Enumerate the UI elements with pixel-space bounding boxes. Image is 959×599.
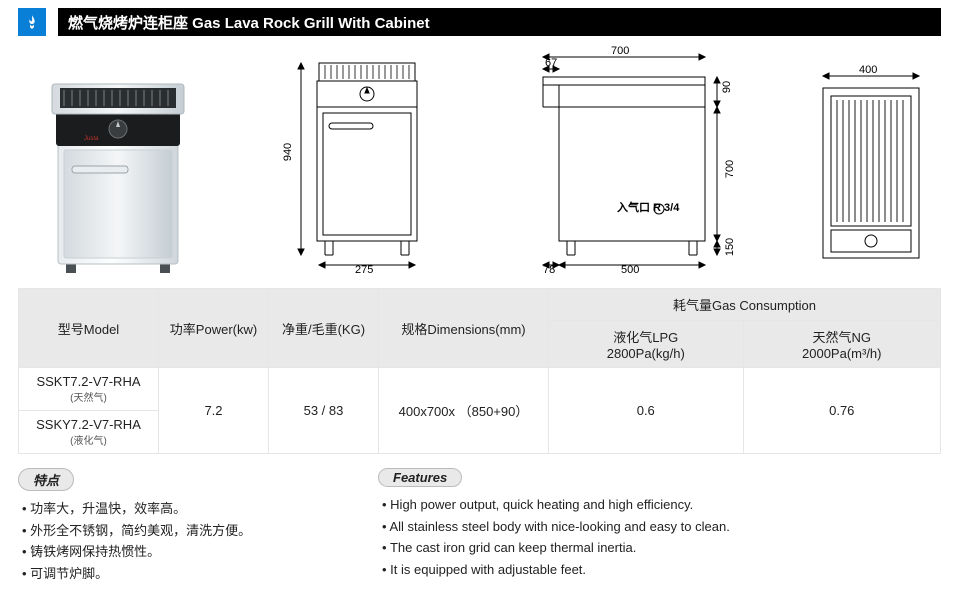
section-header: 燃气烧烤炉连柜座 Gas Lava Rock Grill With Cabine… [18, 8, 941, 36]
col-weight: 净重/毛重(KG) [269, 289, 379, 368]
dim-top2: 67 [545, 57, 557, 69]
cell-model: SSKY7.2-V7-RHA (液化气) [19, 411, 159, 454]
features-en-title: Features [378, 468, 462, 487]
lpg-unit: 2800Pa(kg/h) [557, 346, 735, 361]
col-gas: 耗气量Gas Consumption [549, 289, 941, 321]
features-en-list: High power output, quick heating and hig… [378, 495, 941, 579]
model-name: SSKT7.2-V7-RHA [27, 374, 150, 389]
col-dimensions: 规格Dimensions(mm) [379, 289, 549, 368]
list-item: 功率大，升温快，效率高。 [22, 499, 318, 519]
features-section: 特点 功率大，升温快，效率高。 外形全不锈钢，简约美观，清洗方便。 铸铁烤网保持… [18, 468, 941, 585]
dim-h3: 150 [724, 238, 736, 256]
dim-width: 275 [355, 264, 373, 276]
ng-label: 天然气NG [752, 327, 932, 346]
cell-lpg: 0.6 [549, 368, 744, 454]
features-cn-title: 特点 [18, 468, 74, 491]
dim-w2: 500 [621, 264, 639, 276]
dim-w1: 78 [543, 264, 555, 276]
product-photo: Justa [18, 66, 215, 276]
dim-h2: 700 [724, 160, 736, 178]
flame-icon [18, 8, 46, 36]
dim-top-w: 400 [859, 64, 877, 76]
diagram-strip: Justa [18, 46, 941, 276]
top-view: 400 [801, 66, 941, 276]
lpg-label: 液化气LPG [557, 327, 735, 346]
cell-weight: 53 / 83 [269, 368, 379, 454]
spec-table: 型号Model 功率Power(kw) 净重/毛重(KG) 规格Dimensio… [18, 288, 941, 454]
side-elevation: 700 67 90 700 150 78 500 入气口 R 3/4 [509, 51, 739, 276]
features-cn-list: 功率大，升温快，效率高。 外形全不锈钢，简约美观，清洗方便。 铸铁烤网保持热惯性… [18, 499, 318, 583]
col-ng: 天然气NG 2000Pa(m³/h) [743, 321, 940, 368]
col-lpg: 液化气LPG 2800Pa(kg/h) [549, 321, 744, 368]
list-item: 可调节炉脚。 [22, 564, 318, 584]
model-sub: (液化气) [27, 432, 150, 447]
list-item: High power output, quick heating and hig… [382, 495, 941, 515]
dim-height: 940 [282, 143, 294, 161]
ng-unit: 2000Pa(m³/h) [752, 346, 932, 361]
list-item: All stainless steel body with nice-looki… [382, 517, 941, 537]
table-header-row: 型号Model 功率Power(kw) 净重/毛重(KG) 规格Dimensio… [19, 289, 941, 321]
cell-power: 7.2 [159, 368, 269, 454]
dim-top: 700 [611, 45, 629, 57]
cell-dimensions: 400x700x （850+90） [379, 368, 549, 454]
list-item: 外形全不锈钢，简约美观，清洗方便。 [22, 521, 318, 541]
model-sub: (天然气) [27, 389, 150, 404]
col-power: 功率Power(kw) [159, 289, 269, 368]
table-row: SSKT7.2-V7-RHA (天然气) 7.2 53 / 83 400x700… [19, 368, 941, 411]
section-title: 燃气烧烤炉连柜座 Gas Lava Rock Grill With Cabine… [58, 8, 941, 36]
features-cn: 特点 功率大，升温快，效率高。 外形全不锈钢，简约美观，清洗方便。 铸铁烤网保持… [18, 468, 318, 585]
cell-ng: 0.76 [743, 368, 940, 454]
header-spacer [46, 8, 58, 36]
front-elevation: 940 275 [277, 51, 447, 276]
list-item: It is equipped with adjustable feet. [382, 560, 941, 580]
cell-model: SSKT7.2-V7-RHA (天然气) [19, 368, 159, 411]
svg-text:Justa: Justa [83, 136, 99, 142]
list-item: 铸铁烤网保持热惯性。 [22, 542, 318, 562]
gas-inlet-label: 入气口 R 3/4 [617, 199, 679, 215]
model-name: SSKY7.2-V7-RHA [27, 417, 150, 432]
features-en: Features High power output, quick heatin… [378, 468, 941, 585]
list-item: The cast iron grid can keep thermal iner… [382, 538, 941, 558]
dim-h1: 90 [721, 81, 733, 93]
col-model: 型号Model [19, 289, 159, 368]
